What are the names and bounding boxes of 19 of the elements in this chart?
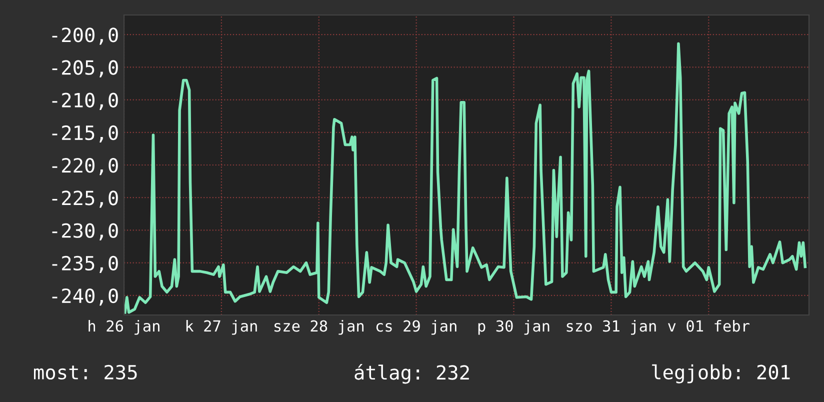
y-tick-label: -220,0 <box>52 158 118 176</box>
x-tick-label: p 30 jan <box>478 320 550 335</box>
text: most: 235 <box>34 364 137 380</box>
y-tick-label: -215,0 <box>52 125 118 143</box>
x-tick-label: sze 28 jan <box>274 320 364 335</box>
y-tick-label: -240,0 <box>52 288 118 306</box>
x-tick-label: cs 29 jan <box>376 320 456 335</box>
x-tick-label: k 27 jan <box>186 320 257 335</box>
x-tick-label: h 26 jan <box>88 320 160 335</box>
y-tick-label: -205,0 <box>52 60 118 78</box>
x-tick-label: szo 31 jan <box>566 320 656 335</box>
y-tick-label: -210,0 <box>52 92 118 110</box>
text: legjobb: 201 <box>652 364 790 384</box>
y-tick-label: -225,0 <box>52 190 118 208</box>
y-tick-label: -235,0 <box>52 256 118 273</box>
y-tick-label: -200,0 <box>52 28 118 45</box>
y-tick-label: -230,0 <box>52 223 118 240</box>
x-tick-label: v 01 febr <box>668 320 750 332</box>
text: átlag: 232 <box>354 364 469 384</box>
